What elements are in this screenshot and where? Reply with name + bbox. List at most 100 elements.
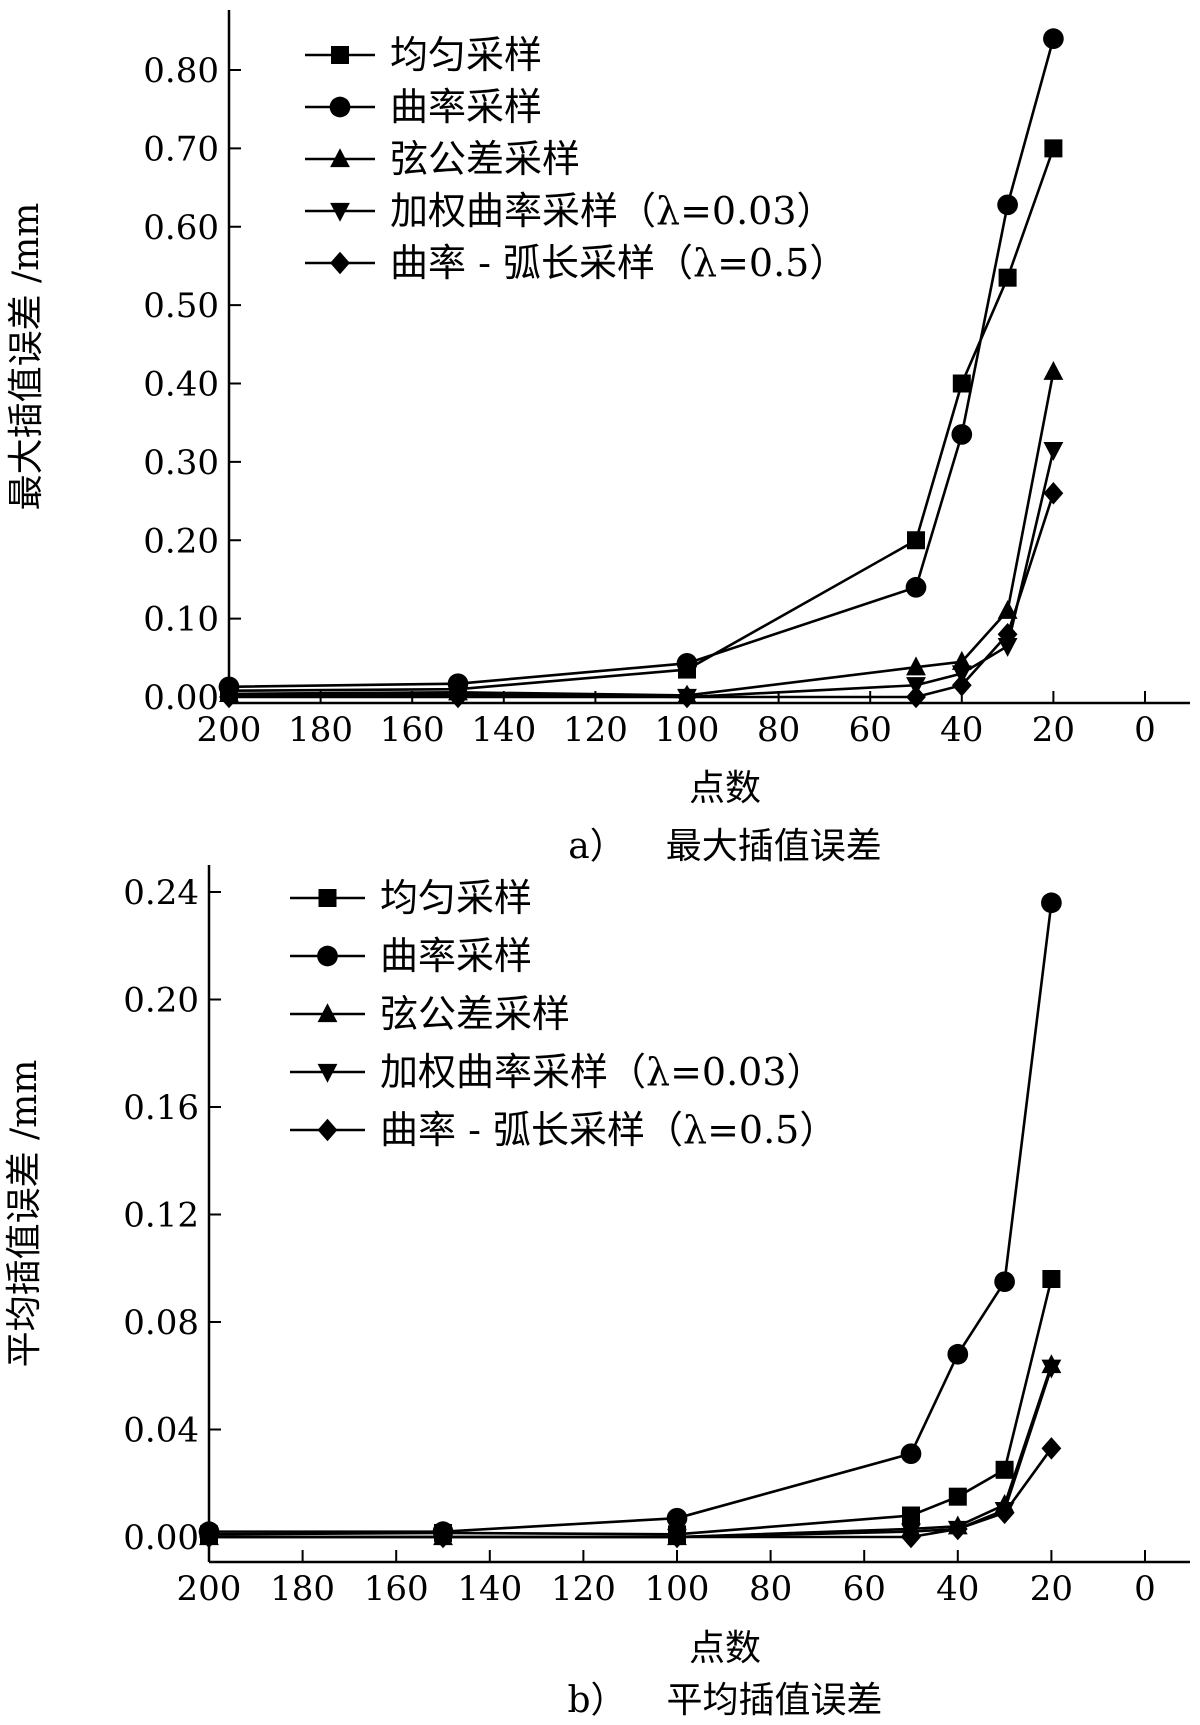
legend-item: 均匀采样	[305, 33, 542, 77]
x-tick-label: 180	[288, 710, 353, 750]
x-tick-label: 100	[655, 710, 720, 750]
y-tick-label: 0.16	[123, 1088, 199, 1128]
series-line	[209, 1367, 1053, 1539]
legend-item: 加权曲率采样（λ=0.03）	[305, 189, 835, 233]
data-point-circle	[994, 1271, 1015, 1293]
legend-marker-diamond	[317, 1118, 338, 1142]
x-tick-label: 160	[364, 1569, 429, 1609]
legend-label: 弦公差采样	[380, 992, 570, 1036]
x-axis-title: 点数	[689, 768, 761, 809]
data-point-diamond	[1043, 481, 1064, 505]
y-tick-label: 0.10	[143, 600, 219, 640]
legend-label: 加权曲率采样（λ=0.03）	[380, 1050, 825, 1094]
x-axis-title: 点数	[689, 1628, 761, 1669]
data-point-triangle-down	[997, 637, 1018, 657]
legend-item: 弦公差采样	[305, 137, 580, 181]
data-point-circle	[900, 1443, 922, 1465]
series-diamond	[219, 481, 1064, 709]
data-point-square	[948, 1487, 967, 1506]
data-point-circle	[1041, 892, 1062, 914]
legend-marker-circle	[317, 945, 338, 967]
data-point-circle	[905, 576, 927, 598]
legend-label: 曲率 - 弧长采样（λ=0.5）	[380, 1108, 837, 1152]
data-point-diamond	[951, 673, 972, 697]
series-line	[209, 902, 1053, 1533]
legend-item: 曲率采样	[305, 85, 542, 129]
y-tick-label: 0.20	[143, 521, 219, 561]
x-tick-label: 60	[843, 1569, 886, 1609]
x-tick-label: 40	[940, 710, 983, 750]
x-tick-label: 180	[270, 1569, 335, 1609]
data-point-diamond	[1041, 1437, 1062, 1460]
legend-item: 曲率采样	[290, 934, 532, 978]
series-triangle-up	[199, 1354, 1062, 1546]
legend-item: 均匀采样	[290, 876, 532, 920]
series-diamond	[199, 1437, 1062, 1549]
x-tick-label: 200	[177, 1569, 242, 1609]
series-line	[228, 38, 1055, 689]
legend-label: 均匀采样	[380, 876, 532, 920]
x-tick-label: 100	[645, 1569, 710, 1609]
data-point-square	[1044, 139, 1063, 158]
legend-label: 均匀采样	[390, 33, 542, 77]
series-triangle-down	[199, 1359, 1062, 1548]
chart-caption: b） 平均插值误差	[567, 1680, 882, 1721]
x-tick-label: 140	[457, 1569, 522, 1609]
data-point-square	[952, 374, 971, 393]
data-point-circle	[997, 194, 1018, 216]
data-point-triangle-up	[1043, 360, 1064, 380]
x-tick-label: 20	[1030, 1569, 1073, 1609]
data-point-triangle-up	[997, 599, 1018, 619]
x-tick-label: 200	[197, 710, 262, 750]
data-point-diamond	[667, 1525, 687, 1549]
data-point-square	[998, 268, 1017, 287]
legend-item: 曲率 - 弧长采样（λ=0.5）	[290, 1108, 837, 1152]
legend-item: 加权曲率采样（λ=0.03）	[290, 1050, 825, 1094]
legend-marker-diamond	[330, 251, 350, 275]
series-line	[209, 1447, 1053, 1539]
x-tick-label: 60	[849, 710, 892, 750]
legend-marker-circle	[329, 96, 351, 118]
legend-label: 弦公差采样	[390, 137, 580, 181]
legend-marker-triangle-up	[330, 148, 350, 168]
data-point-triangle-down	[1043, 442, 1064, 461]
series-circle	[198, 892, 1062, 1542]
caption-title: 平均插值误差	[667, 1680, 883, 1721]
y-tick-label: 0.04	[123, 1411, 199, 1451]
legend-item: 曲率 - 弧长采样（λ=0.5）	[305, 241, 847, 285]
legend-marker-triangle-down	[330, 202, 350, 222]
series-line	[228, 371, 1055, 697]
series-square	[200, 1270, 1061, 1544]
caption-prefix: b）	[567, 1680, 626, 1721]
legend-item: 弦公差采样	[290, 992, 570, 1036]
x-tick-label: 0	[1134, 1569, 1156, 1609]
caption-prefix: a）	[568, 826, 625, 867]
y-tick-label: 0.70	[143, 129, 219, 169]
data-point-triangle-up	[906, 656, 926, 676]
series-line	[228, 449, 1055, 699]
data-point-diamond	[677, 685, 697, 709]
x-tick-label: 0	[1134, 710, 1156, 750]
x-tick-label: 80	[749, 1569, 792, 1609]
y-tick-label: 0.08	[123, 1303, 199, 1343]
legend-label: 加权曲率采样（λ=0.03）	[390, 189, 835, 233]
data-point-diamond	[947, 1517, 968, 1541]
data-point-diamond	[199, 1525, 219, 1549]
data-point-square	[995, 1460, 1014, 1479]
x-tick-label: 160	[380, 710, 445, 750]
data-point-circle	[951, 424, 973, 445]
data-point-diamond	[901, 1525, 921, 1549]
data-point-circle	[676, 652, 698, 674]
data-point-square	[907, 531, 925, 550]
x-tick-label: 20	[1032, 710, 1075, 750]
series-triangle-up	[219, 360, 1064, 704]
legend-marker-square	[318, 889, 337, 907]
legend-label: 曲率采样	[390, 85, 542, 129]
y-tick-label: 0.30	[143, 443, 219, 483]
y-tick-label: 0.12	[123, 1196, 199, 1236]
data-point-circle	[666, 1507, 688, 1529]
x-tick-label: 140	[471, 710, 536, 750]
legend-marker-square	[331, 46, 349, 64]
